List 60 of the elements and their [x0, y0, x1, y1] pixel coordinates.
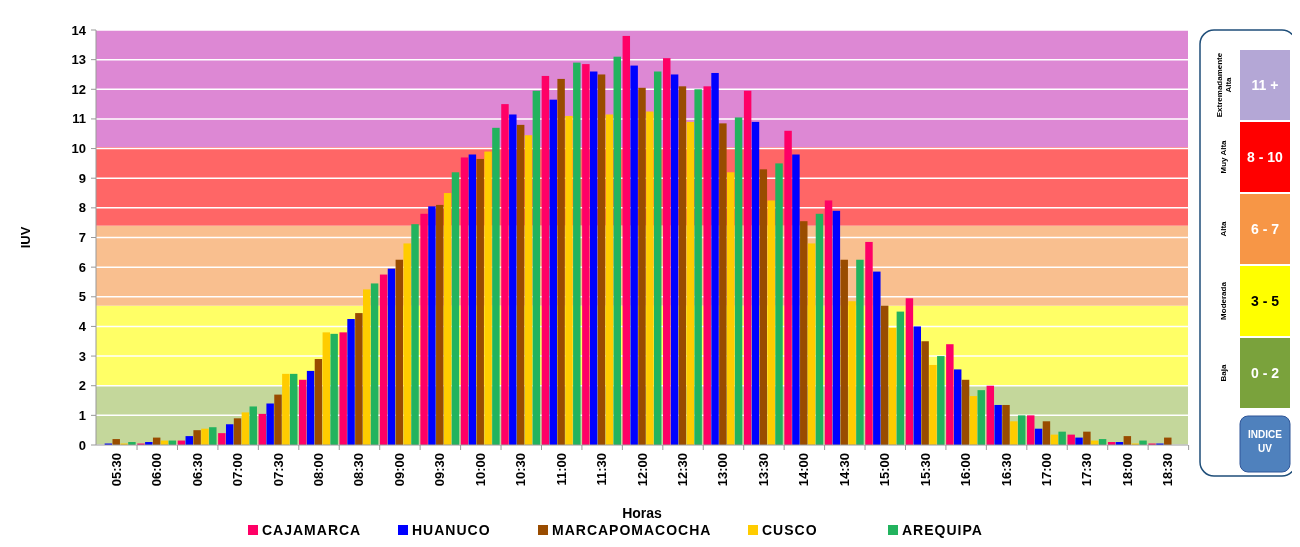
y-tick-label: 0: [78, 437, 86, 453]
x-tick-label: 07:00: [230, 453, 246, 487]
x-tick-label: 18:00: [1119, 453, 1135, 487]
y-tick-label: 5: [78, 289, 86, 305]
y-tick-label: 3: [78, 348, 86, 364]
y-tick-label: 4: [78, 318, 87, 334]
x-tick-label: 18:30: [1160, 453, 1176, 487]
text: Moderada: [1219, 281, 1228, 320]
x-tick-label: 05:30: [108, 453, 124, 487]
x-tick-label: 10:00: [472, 453, 488, 487]
legend-label: HUANUCO: [412, 522, 491, 538]
x-tick-label: 15:30: [917, 453, 933, 487]
y-tick-label: 7: [78, 230, 86, 246]
legend-label: AREQUIPA: [902, 522, 983, 538]
y-tick-label: 9: [78, 170, 86, 186]
x-tick-label: 14:00: [796, 453, 812, 487]
text: Extremadamente Alta: [1215, 52, 1233, 118]
y-tick-label: 8: [78, 200, 86, 216]
y-tick-label: 1: [78, 407, 86, 423]
x-tick-label: 13:30: [755, 453, 771, 487]
y-tick-label: 12: [71, 81, 86, 97]
y-tick-label: 14: [71, 22, 87, 38]
x-tick-label: 06:30: [189, 453, 205, 487]
x-tick-label: 12:00: [634, 453, 650, 487]
x-tick-label: 06:00: [149, 453, 165, 487]
x-axis-title: Horas: [622, 505, 663, 521]
y-tick-label: 11: [72, 111, 86, 127]
x-tick-label: 10:30: [513, 453, 529, 487]
x-tick-label: 11:00: [553, 453, 569, 486]
y-tick-label: 6: [78, 259, 86, 275]
x-tick-label: 13:00: [715, 453, 731, 487]
x-tick-label: 16:30: [998, 453, 1014, 487]
x-tick-label: 07:30: [270, 453, 286, 487]
legend-label: CAJAMARCA: [262, 522, 362, 538]
x-tick-label: 08:00: [310, 453, 326, 487]
text: 0 - 2: [1250, 364, 1280, 381]
x-tick-label: 16:00: [958, 453, 974, 487]
x-tick-label: 12:30: [674, 453, 690, 487]
y-tick-label: 10: [71, 141, 86, 157]
x-tick-label: 15:00: [877, 453, 893, 487]
x-tick-label: 11:30: [594, 453, 610, 486]
text: INDICE UV: [1248, 429, 1283, 454]
text: 11 +: [1251, 76, 1279, 93]
x-tick-label: 09:30: [432, 453, 448, 487]
x-tick-label: 09:00: [391, 453, 407, 487]
text: Alta: [1219, 220, 1228, 237]
x-tick-label: 17:30: [1079, 453, 1095, 487]
legend-label: CUSCO: [762, 522, 818, 538]
text: Baja: [1219, 364, 1228, 382]
x-tick-label: 14:30: [836, 453, 852, 487]
y-axis-title: IUV: [18, 226, 33, 249]
y-tick-label: 2: [78, 378, 86, 394]
legend-label: MARCAPOMACOCHA: [552, 522, 712, 538]
y-tick-label: 13: [71, 52, 86, 68]
text: 6 - 7: [1250, 220, 1280, 237]
text: 8 - 10: [1247, 148, 1284, 165]
x-tick-label: 17:00: [1038, 453, 1054, 487]
text: Muy Alta: [1219, 139, 1228, 174]
x-tick-label: 08:30: [351, 453, 367, 487]
text: 3 - 5: [1250, 292, 1280, 309]
